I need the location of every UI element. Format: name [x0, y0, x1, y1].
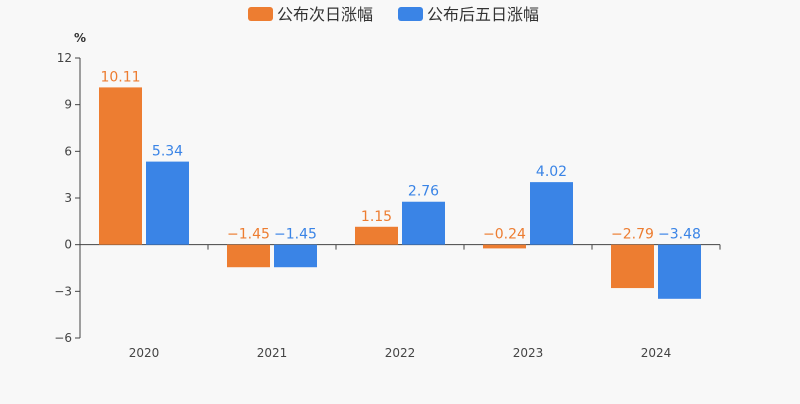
legend-label[interactable]: 公布次日涨幅 [277, 5, 373, 24]
bar [530, 182, 573, 245]
bar [483, 244, 526, 249]
x-tick-label: 2021 [257, 346, 288, 360]
bar-value-label: −3.48 [658, 227, 701, 243]
bar [274, 244, 317, 268]
bar-value-label: 10.11 [100, 69, 140, 85]
legend-label[interactable]: 公布后五日涨幅 [427, 5, 539, 24]
bar [99, 87, 142, 245]
bar-value-label: −0.24 [483, 227, 526, 243]
bar [227, 244, 270, 268]
bar-value-label: −1.45 [227, 227, 270, 243]
y-tick-label: 9 [64, 98, 72, 112]
x-tick-label: 2020 [129, 346, 160, 360]
bar-value-label: −2.79 [611, 227, 654, 243]
y-axis-unit-label: % [74, 31, 86, 45]
x-tick-label: 2024 [641, 346, 672, 360]
y-tick-label: 0 [64, 238, 72, 252]
y-tick-label: 6 [64, 144, 72, 158]
legend-swatch[interactable] [248, 7, 273, 21]
bar-value-label: −1.45 [274, 227, 317, 243]
y-tick-label: −3 [54, 284, 72, 298]
bar-value-label: 4.02 [536, 164, 567, 180]
bar-value-label: 5.34 [152, 144, 183, 160]
legend-swatch[interactable] [398, 7, 423, 21]
bar [146, 161, 189, 245]
bar [355, 226, 398, 245]
bar [658, 244, 701, 299]
bar [611, 244, 654, 289]
y-tick-label: −6 [54, 331, 72, 345]
bar [402, 201, 445, 245]
bar-value-label: 2.76 [408, 184, 439, 200]
bar-value-label: 1.15 [361, 209, 392, 225]
y-tick-label: 12 [57, 51, 72, 65]
x-tick-label: 2022 [385, 346, 416, 360]
y-tick-label: 3 [64, 191, 72, 205]
x-tick-label: 2023 [513, 346, 544, 360]
